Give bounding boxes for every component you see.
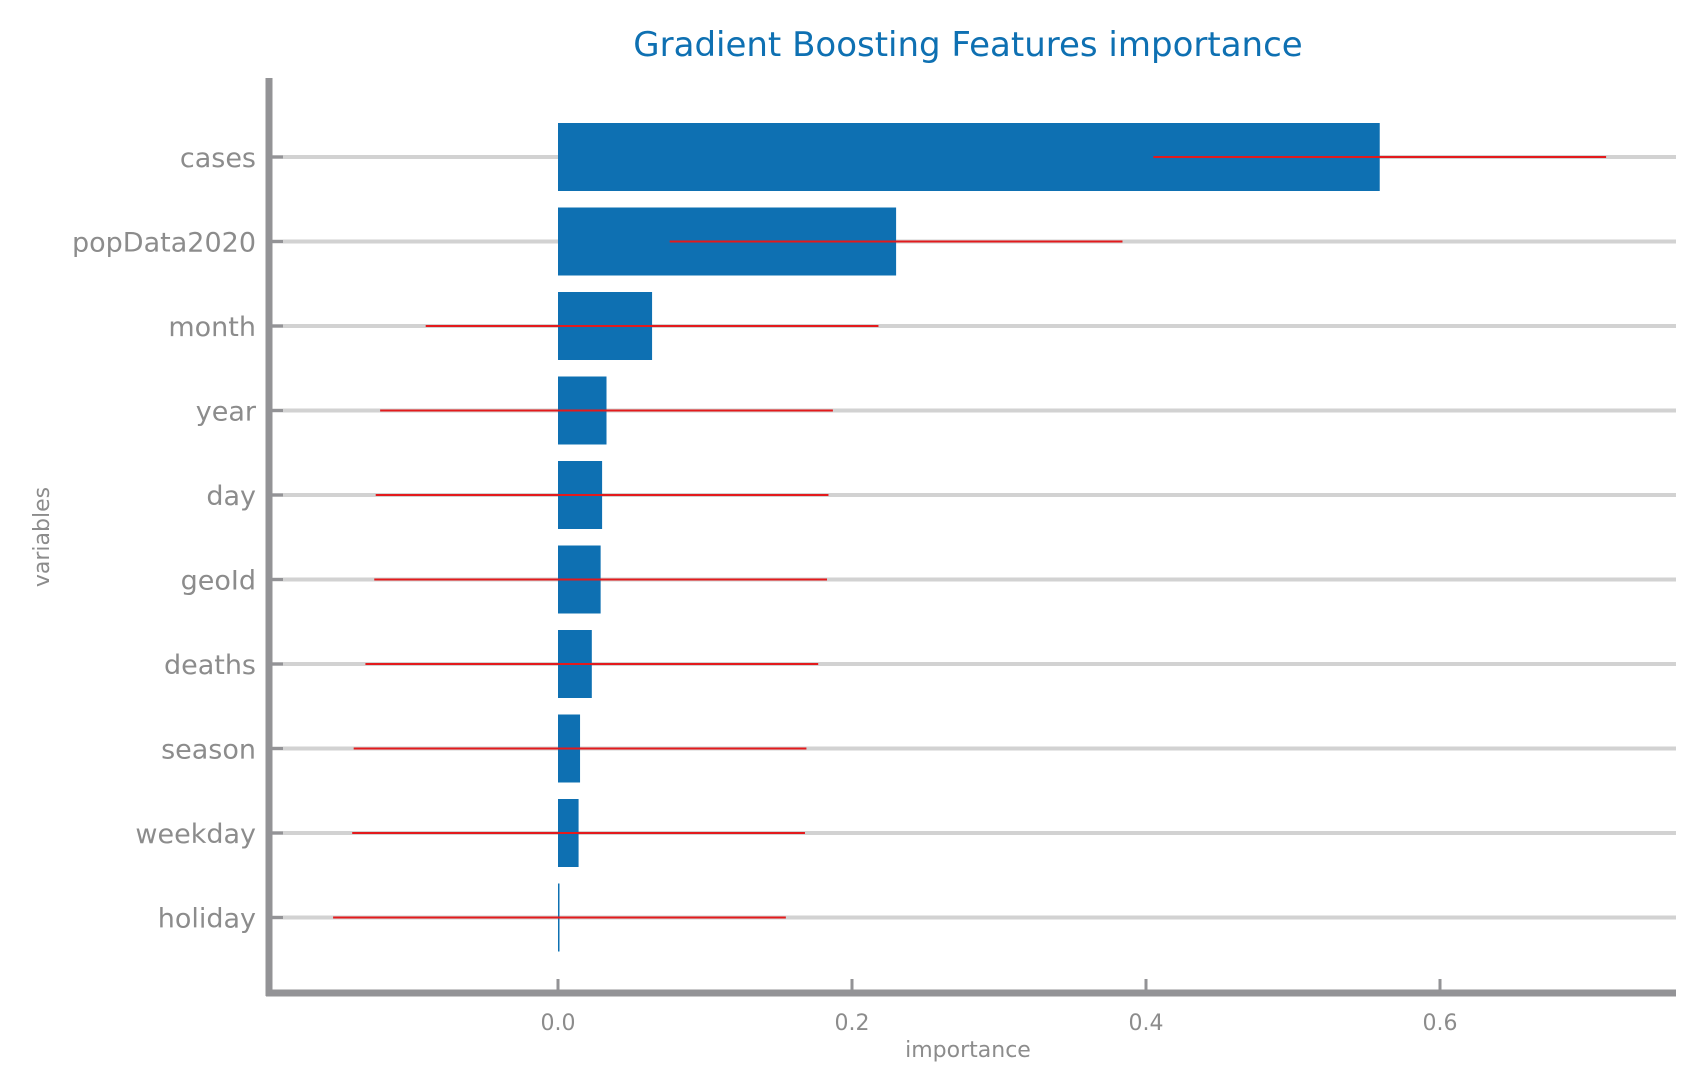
y-tick-label-day: day (206, 481, 256, 512)
y-tick-label-cases: cases (180, 143, 256, 174)
y-tick-label-deaths: deaths (164, 650, 256, 681)
y-tick-label-season: season (161, 735, 256, 766)
x-tick-labels: 0.0 0.2 0.4 0.6 (541, 1011, 1458, 1036)
gridlines (269, 155, 1676, 920)
x-tick-label-3: 0.6 (1423, 1011, 1458, 1036)
error-bars (333, 156, 1607, 919)
y-axis-label: variables (30, 487, 55, 587)
y-tick-labels: cases popData2020 month year day geoId deaths s… (72, 143, 257, 935)
x-tick-label-1: 0.2 (835, 1011, 870, 1036)
axes (265, 78, 1676, 997)
y-tick-label-popData2020: popData2020 (72, 228, 256, 259)
y-tick-label-geoId: geoId (181, 566, 256, 597)
bars (558, 123, 1380, 952)
y-tick-label-holiday: holiday (158, 904, 256, 935)
chart-title: Gradient Boosting Features importance (633, 25, 1302, 65)
x-tick-label-2: 0.4 (1129, 1011, 1164, 1036)
x-tick-label-0: 0.0 (541, 1011, 576, 1036)
y-tick-label-year: year (196, 397, 257, 428)
x-axis-label: importance (905, 1038, 1031, 1063)
y-tick-label-weekday: weekday (135, 819, 256, 850)
y-tick-label-month: month (168, 312, 256, 343)
